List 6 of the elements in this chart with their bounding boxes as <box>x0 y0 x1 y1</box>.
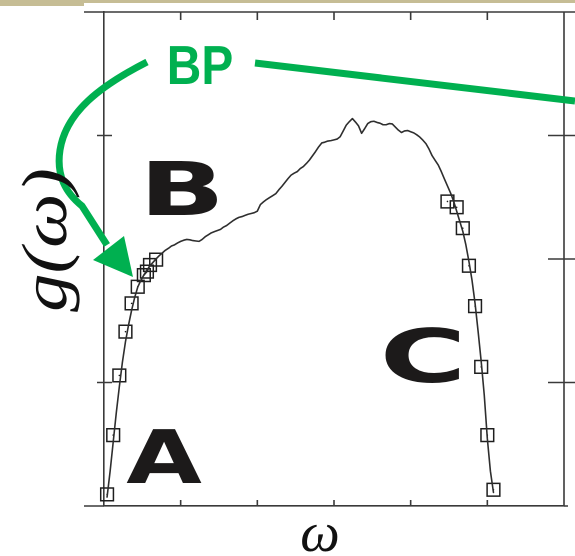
annotation: C <box>380 314 466 400</box>
x-axis-title: ω <box>300 502 340 556</box>
y-axis-title: g(ω) <box>10 168 80 312</box>
annotation: B <box>139 147 225 233</box>
text: BP <box>166 34 234 96</box>
annotation: A <box>126 416 202 501</box>
